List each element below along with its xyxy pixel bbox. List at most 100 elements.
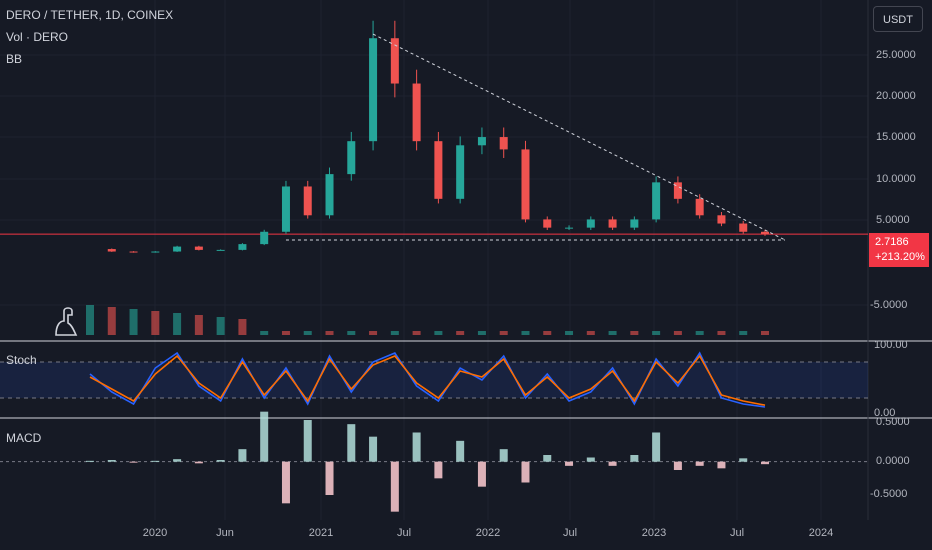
last-price: 2.7186	[875, 236, 909, 248]
macd-histogram-bar	[260, 411, 269, 462]
macd-histogram-bar	[521, 461, 530, 483]
candle-body	[281, 186, 290, 232]
macd-histogram-bar	[151, 460, 160, 462]
macd-histogram-bar	[499, 449, 508, 462]
macd-histogram-bar	[303, 420, 312, 462]
candle-body	[608, 219, 617, 228]
volume-bar	[565, 331, 574, 335]
candle-body	[390, 38, 399, 84]
y-tick: 5.0000	[876, 214, 910, 226]
stoch-y-tick: 0.00	[874, 407, 896, 419]
x-tick: Jul	[562, 527, 578, 539]
volume-bar	[717, 331, 726, 335]
x-tick: Jun	[216, 527, 234, 539]
volume-bar	[652, 331, 661, 335]
macd-histogram-bar	[761, 461, 769, 465]
candle-body	[216, 249, 225, 251]
volume-bar	[151, 311, 160, 335]
volume-bar	[586, 331, 595, 335]
stoch-y-tick: 100.00	[874, 339, 908, 351]
macd-histogram-bar	[325, 461, 334, 495]
candle-body	[695, 198, 704, 216]
volume-bar	[281, 331, 290, 335]
volume-legend: Vol · DERO	[6, 30, 69, 44]
volume-bar	[630, 331, 639, 335]
volume-bar	[521, 331, 530, 335]
volume-bar	[238, 319, 247, 335]
volume-bar	[695, 331, 704, 335]
macd-histogram-bar	[173, 459, 182, 462]
x-tick: 2023	[641, 527, 667, 539]
macd-histogram-bar	[652, 432, 661, 462]
stoch-k-line	[89, 351, 766, 408]
volume-bar	[434, 331, 443, 335]
candle-body	[673, 182, 682, 199]
macd-histogram-bar	[107, 460, 116, 462]
last-price-badge: 2.7186 +213.20%	[869, 233, 929, 267]
volume-bar	[347, 331, 356, 335]
candle-body	[151, 251, 160, 253]
macd-histogram-bar	[129, 461, 138, 463]
macd-histogram-bar	[717, 461, 726, 469]
y-tick: 20.0000	[876, 90, 916, 102]
candle-body	[456, 145, 465, 199]
macd-y-tick: 0.5000	[876, 416, 910, 428]
macd-histogram-bar	[673, 461, 682, 470]
macd-histogram-bar	[86, 460, 94, 462]
volume-bar	[608, 331, 617, 335]
volume-bar	[303, 331, 312, 335]
macd-histogram-bar	[630, 455, 639, 462]
macd-histogram-bar	[695, 461, 704, 466]
macd-histogram-bar	[456, 440, 465, 462]
candle-body	[238, 244, 247, 250]
candle-body	[347, 141, 356, 175]
candle-body	[739, 223, 748, 232]
x-tick: Jul	[396, 527, 412, 539]
volume-bar	[194, 315, 203, 335]
x-tick: 2021	[308, 527, 334, 539]
volume-bar	[477, 331, 486, 335]
macd-histogram-bar	[281, 461, 290, 504]
bb-legend: BB	[6, 52, 23, 66]
price-change: +213.20%	[875, 251, 925, 263]
stoch-legend: Stoch	[6, 353, 37, 367]
macd-y-tick: 0.0000	[876, 455, 910, 467]
candle-body	[521, 149, 530, 220]
x-tick: 2020	[142, 527, 168, 539]
candle-body	[412, 83, 421, 142]
volume-bar	[260, 331, 269, 335]
candle-body	[129, 251, 138, 253]
y-tick: 25.0000	[876, 49, 916, 61]
macd-histogram-bar	[739, 458, 748, 462]
x-tick: 2024	[808, 527, 834, 539]
macd-histogram-bar	[434, 461, 443, 479]
macd-histogram-bar	[369, 436, 378, 462]
x-tick: Jul	[729, 527, 745, 539]
x-tick: 2022	[475, 527, 501, 539]
volume-bar	[129, 309, 138, 335]
volume-bar	[390, 331, 399, 335]
macd-histogram-bar	[216, 460, 225, 462]
macd-histogram-bar	[586, 457, 595, 462]
candle-body	[173, 246, 182, 252]
currency-button[interactable]: USDT	[873, 6, 923, 32]
candle-body	[194, 246, 203, 250]
volume-bar	[216, 317, 225, 335]
y-tick: 15.0000	[876, 131, 916, 143]
macd-histogram-bar	[390, 461, 399, 512]
volume-bar	[86, 305, 94, 335]
candle-body	[586, 219, 595, 228]
volume-bar	[761, 331, 769, 335]
trendline	[372, 33, 786, 241]
macd-legend: MACD	[6, 431, 42, 445]
macd-histogram-bar	[238, 449, 247, 462]
y-tick: -5.0000	[870, 299, 908, 311]
volume-bar	[107, 307, 116, 335]
macd-histogram-bar	[565, 461, 574, 466]
volume-bar	[739, 331, 748, 335]
volume-bar	[412, 331, 421, 335]
dinosaur-logo-icon	[55, 307, 78, 336]
candle-body	[652, 182, 661, 220]
candle-body	[369, 38, 378, 142]
